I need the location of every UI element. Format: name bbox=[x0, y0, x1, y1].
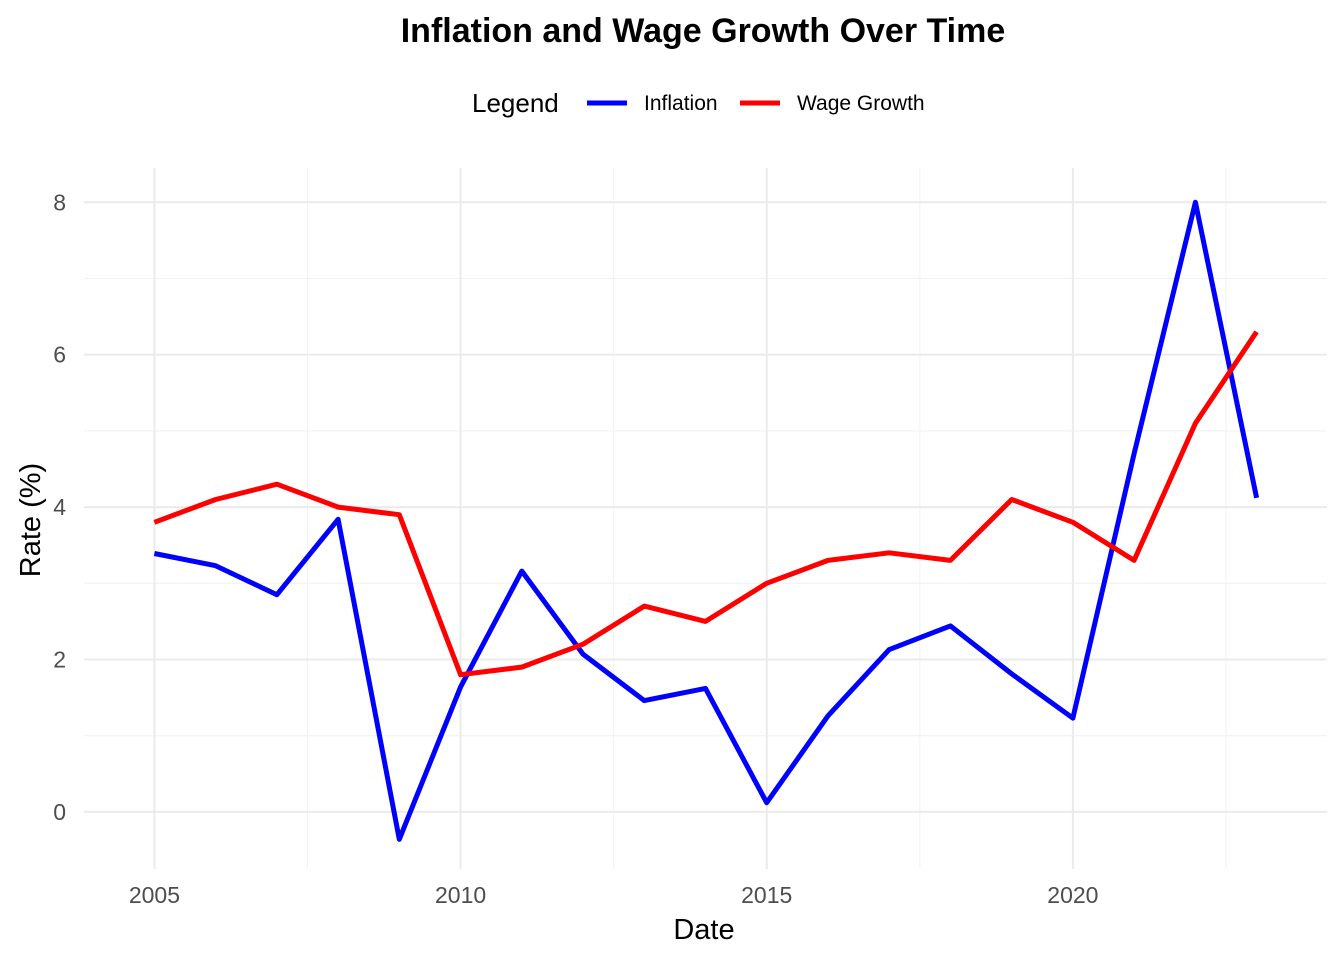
y-tick-label: 6 bbox=[53, 342, 66, 368]
legend-title: Legend bbox=[472, 88, 559, 118]
y-tick-label: 8 bbox=[53, 189, 66, 215]
y-tick-label: 2 bbox=[53, 646, 66, 672]
legend-label-inflation: Inflation bbox=[644, 92, 718, 115]
x-tick-label: 2020 bbox=[1047, 882, 1098, 908]
y-axis-title: Rate (%) bbox=[15, 463, 47, 577]
x-axis-title: Date bbox=[673, 914, 734, 946]
legend-label-wage-growth: Wage Growth bbox=[797, 92, 925, 115]
x-tick-label: 2005 bbox=[129, 882, 180, 908]
plot-series bbox=[153, 199, 1260, 842]
axis-ticks: 2005 2010 2015 2020 0 2 4 6 8 bbox=[53, 189, 1098, 908]
series-line-inflation bbox=[153, 199, 1260, 842]
series-line-wage-growth bbox=[153, 330, 1259, 678]
x-tick-label: 2010 bbox=[435, 882, 486, 908]
y-tick-label: 4 bbox=[53, 494, 66, 520]
x-tick-label: 2015 bbox=[741, 882, 792, 908]
legend: Legend Inflation Wage Growth bbox=[472, 88, 925, 118]
plot-grid bbox=[84, 168, 1327, 869]
chart-title: Inflation and Wage Growth Over Time bbox=[401, 12, 1006, 50]
y-tick-label: 0 bbox=[53, 799, 66, 825]
